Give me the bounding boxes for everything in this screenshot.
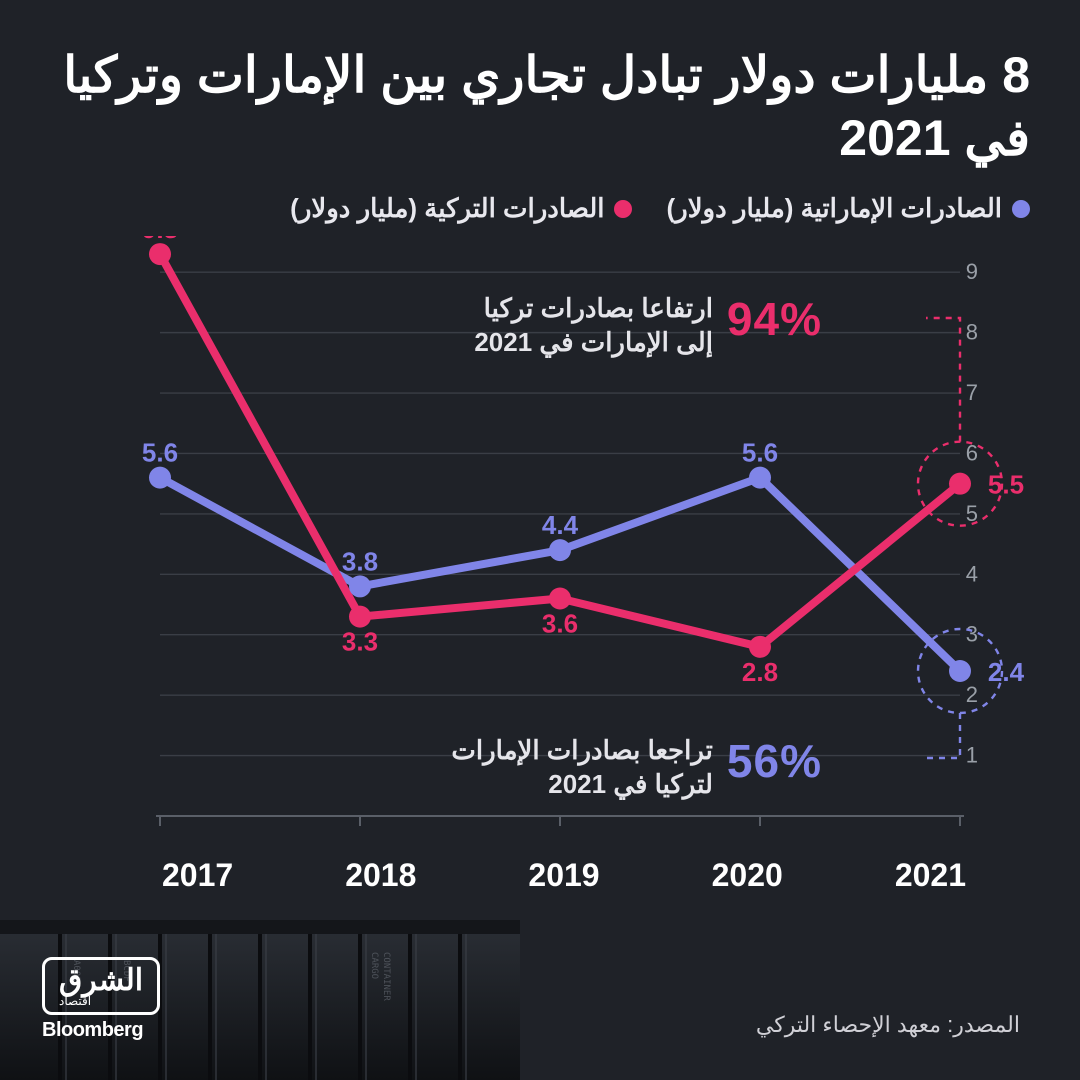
callout-turkey-desc: ارتفاعا بصادرات تركيا إلى الإمارات في 20…	[474, 292, 713, 360]
svg-text:4: 4	[966, 561, 978, 586]
legend-item-uae: الصادرات الإماراتية (مليار دولار)	[666, 193, 1030, 224]
logo-partner: Bloomberg	[42, 1019, 160, 1042]
svg-text:3.3: 3.3	[342, 627, 378, 657]
legend-label-uae: الصادرات الإماراتية (مليار دولار)	[666, 193, 1002, 224]
x-axis-label: 2017	[162, 857, 233, 894]
svg-text:5.5: 5.5	[988, 470, 1024, 500]
svg-text:2.4: 2.4	[988, 657, 1025, 687]
page-title: 8 مليارات دولار تبادل تجاري بين الإمارات…	[50, 44, 1030, 169]
x-axis-label: 2021	[895, 857, 966, 894]
callout-turkey-pct: 94%	[727, 292, 822, 346]
svg-text:8: 8	[966, 320, 978, 345]
callout-turkey: 94% ارتفاعا بصادرات تركيا إلى الإمارات ف…	[302, 292, 822, 360]
legend-dot-uae	[1012, 200, 1030, 218]
callout-uae: 56% تراجعا بصادرات الإمارات لتركيا في 20…	[302, 734, 822, 802]
x-axis-labels: 2017 2018 2019 2020 2021	[50, 857, 1030, 894]
callout-uae-desc-l2: لتركيا في 2021	[548, 769, 713, 799]
svg-text:1: 1	[966, 743, 978, 768]
callout-turkey-desc-l1: ارتفاعا بصادرات تركيا	[484, 293, 713, 323]
svg-text:2: 2	[966, 682, 978, 707]
svg-text:9.3: 9.3	[142, 236, 178, 244]
svg-text:4.4: 4.4	[542, 510, 579, 540]
x-axis-label: 2018	[345, 857, 416, 894]
legend: الصادرات الإماراتية (مليار دولار) الصادر…	[50, 193, 1030, 224]
logo-brand-ar: الشرق	[59, 966, 143, 996]
svg-text:CARGO: CARGO	[369, 952, 379, 979]
chart: 1234567895.63.84.45.62.49.33.33.62.85.5 …	[50, 236, 1030, 846]
callout-uae-pct: 56%	[727, 734, 822, 788]
svg-text:CONTAINER: CONTAINER	[381, 952, 391, 1001]
svg-text:7: 7	[966, 380, 978, 405]
svg-text:3.8: 3.8	[342, 546, 378, 576]
x-axis-label: 2020	[712, 857, 783, 894]
callout-turkey-desc-l2: إلى الإمارات في 2021	[474, 327, 713, 357]
legend-dot-turkey	[614, 200, 632, 218]
legend-item-turkey: الصادرات التركية (مليار دولار)	[290, 193, 632, 224]
callout-uae-desc: تراجعا بصادرات الإمارات لتركيا في 2021	[451, 734, 713, 802]
svg-text:2.8: 2.8	[742, 657, 778, 687]
legend-label-turkey: الصادرات التركية (مليار دولار)	[290, 193, 604, 224]
svg-text:9: 9	[966, 259, 978, 284]
svg-text:5.6: 5.6	[142, 438, 178, 468]
source-text: المصدر: معهد الإحصاء التركي	[756, 1012, 1020, 1038]
brand-logo: الشرق اقتصاد Bloomberg	[42, 957, 160, 1042]
x-axis-label: 2019	[528, 857, 599, 894]
svg-text:3.6: 3.6	[542, 608, 578, 638]
callout-uae-desc-l1: تراجعا بصادرات الإمارات	[451, 735, 713, 765]
svg-text:5.6: 5.6	[742, 438, 778, 468]
svg-text:3: 3	[966, 622, 978, 647]
